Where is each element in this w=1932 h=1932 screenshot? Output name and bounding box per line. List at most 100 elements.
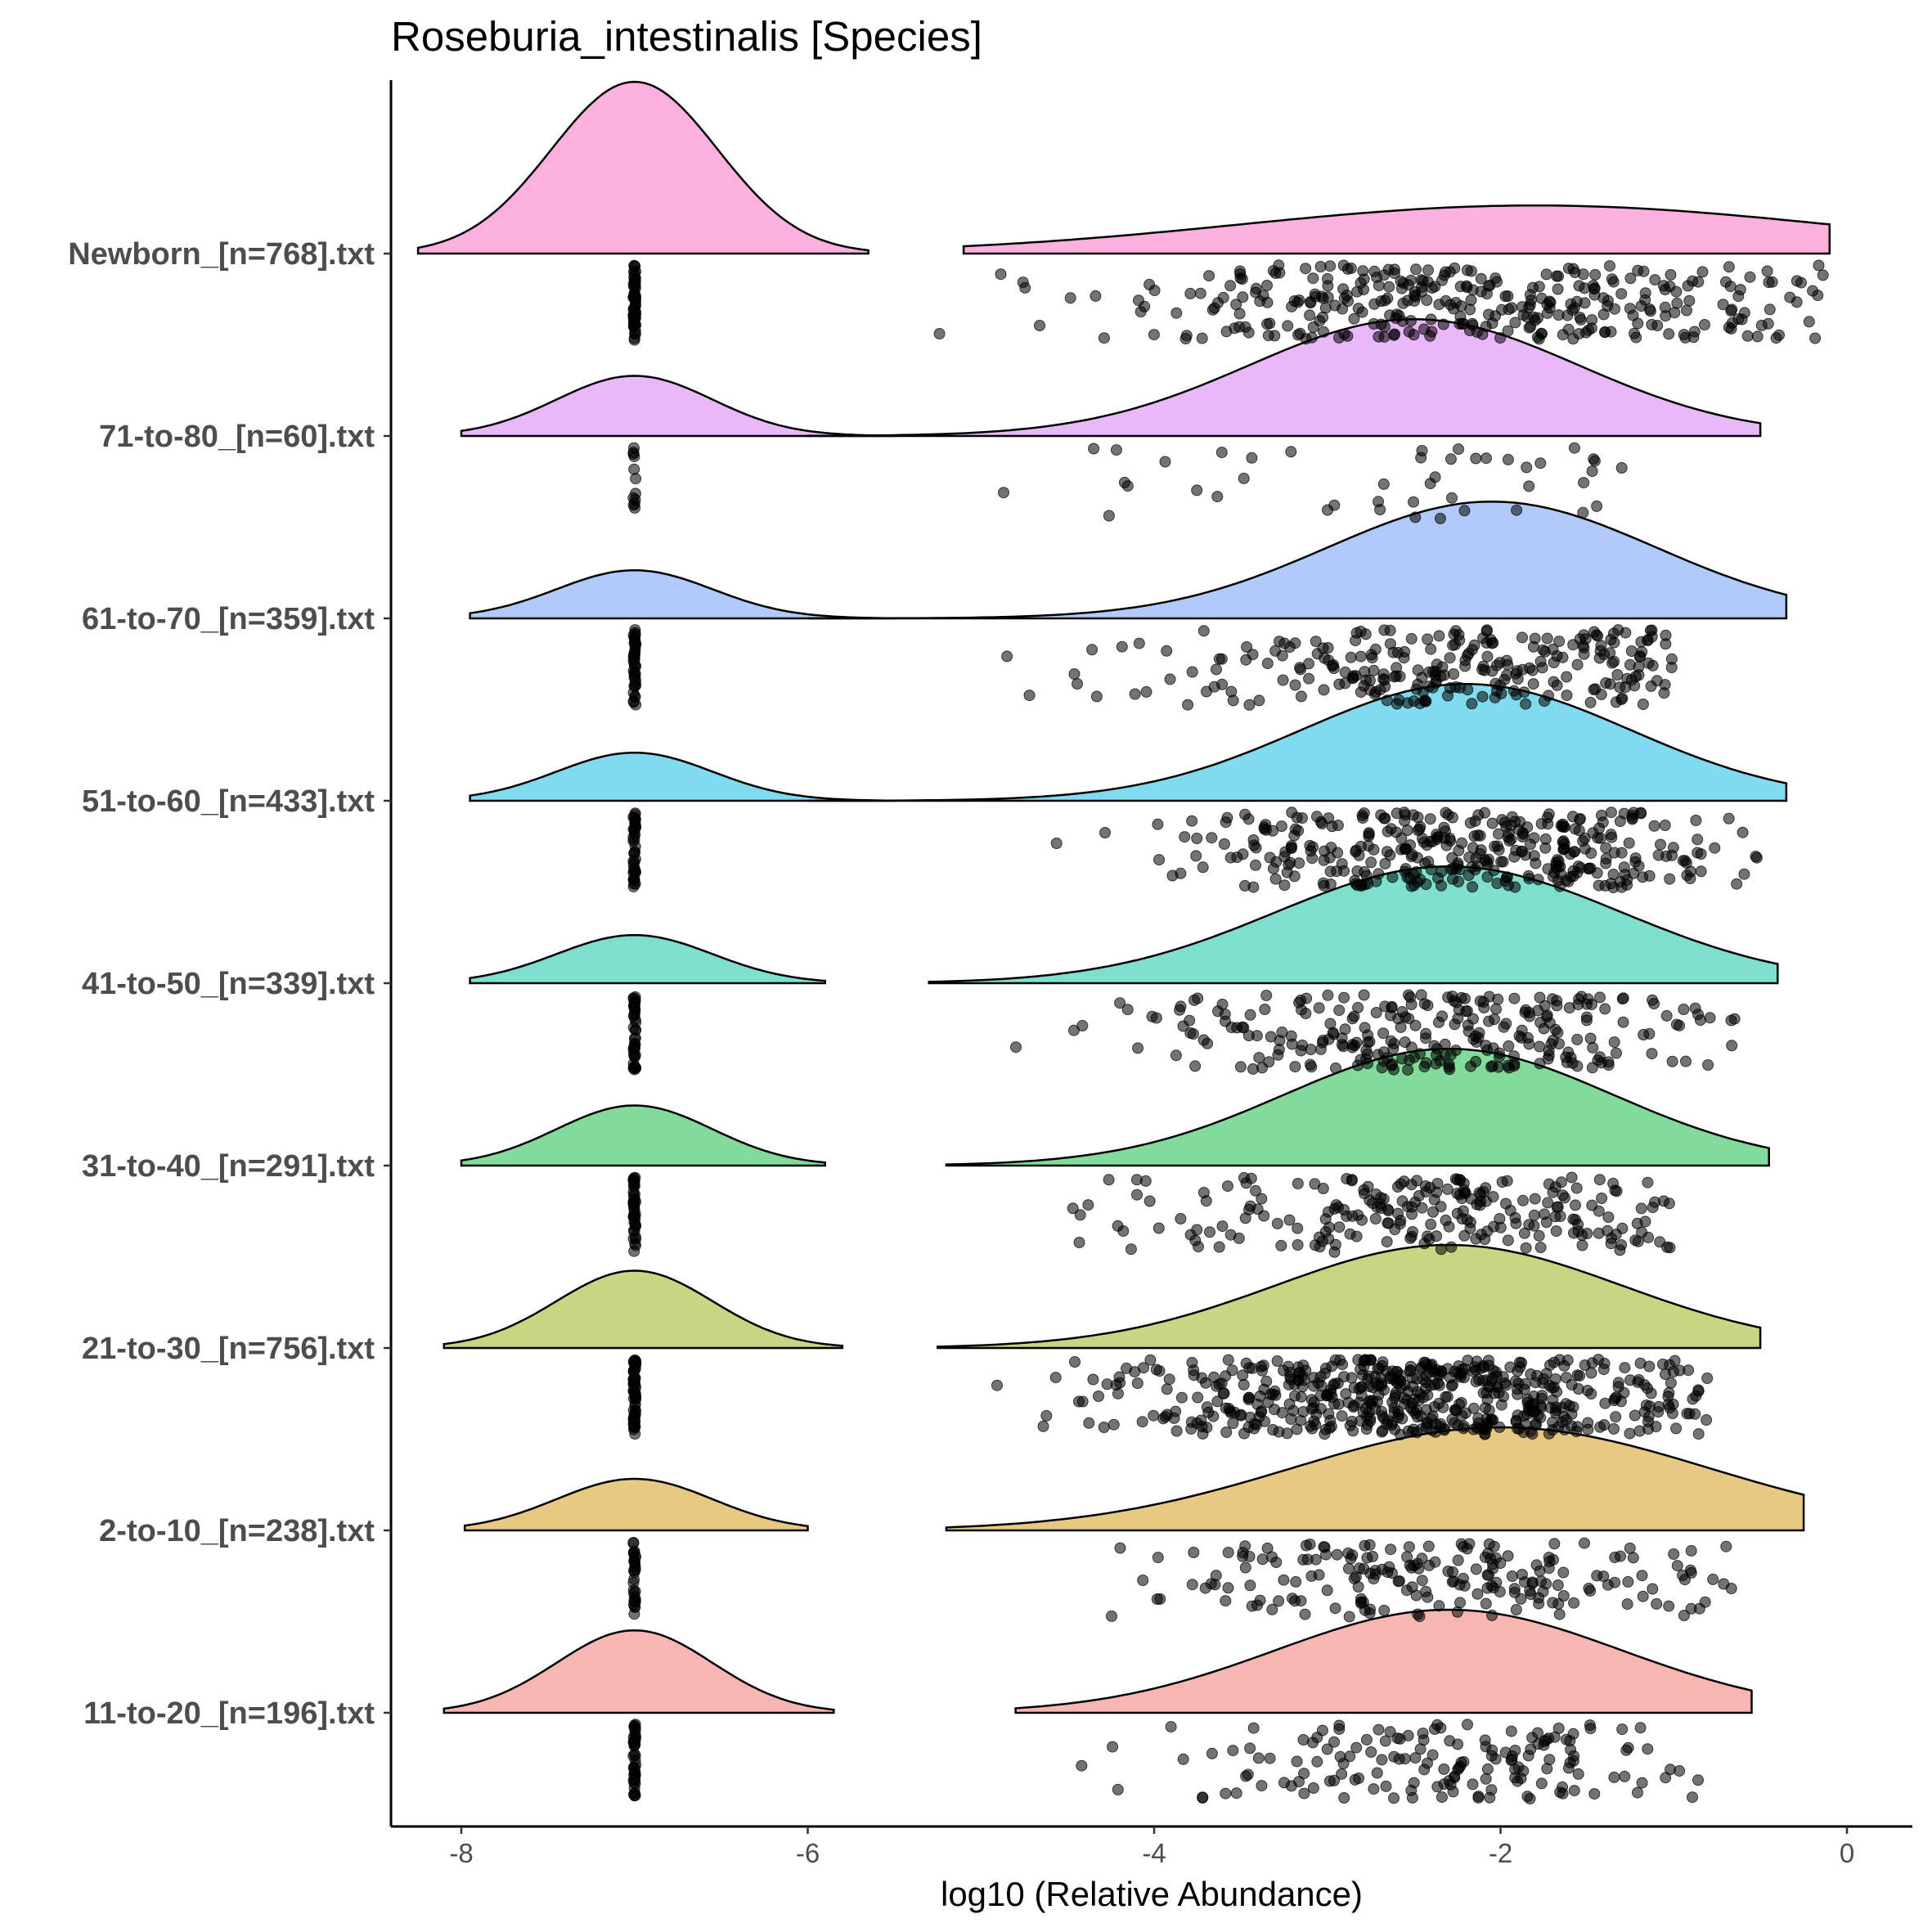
data-point <box>1068 668 1081 680</box>
data-point <box>1186 1579 1198 1591</box>
data-point <box>1726 1040 1738 1052</box>
data-point <box>1417 833 1428 845</box>
data-point <box>1646 1048 1658 1060</box>
data-point <box>1357 1406 1369 1418</box>
data-point <box>1515 1772 1527 1785</box>
data-point <box>1420 1421 1432 1433</box>
data-point <box>1412 811 1424 824</box>
x-tick-label: -4 <box>1142 1838 1166 1868</box>
data-point <box>1516 631 1528 644</box>
data-point <box>1486 665 1498 677</box>
data-point <box>1678 1610 1690 1621</box>
data-point <box>1576 1239 1588 1251</box>
data-point <box>1132 1042 1144 1054</box>
data-point <box>1393 1575 1405 1587</box>
data-point <box>1509 881 1521 893</box>
data-point <box>1356 1214 1368 1226</box>
density-positive-2-to-10 <box>945 1426 1805 1532</box>
x-tick-label: -6 <box>796 1838 820 1868</box>
data-point <box>1336 1039 1348 1051</box>
data-point <box>1467 881 1479 893</box>
data-point <box>1750 851 1763 864</box>
data-point <box>1487 1414 1499 1426</box>
data-point <box>1790 275 1803 287</box>
data-point <box>1663 1197 1675 1210</box>
data-point <box>1151 1593 1163 1605</box>
data-point <box>1388 671 1400 683</box>
data-point <box>1486 817 1498 829</box>
data-point <box>1647 1202 1659 1214</box>
data-point <box>1201 1422 1213 1434</box>
data-point <box>1350 1570 1362 1583</box>
data-point <box>1399 1036 1411 1049</box>
data-point <box>1396 1195 1409 1207</box>
data-point <box>1517 1194 1529 1206</box>
data-point <box>1647 1583 1659 1595</box>
data-point <box>1486 637 1498 649</box>
data-point <box>1551 679 1563 691</box>
data-point <box>1629 1409 1641 1422</box>
data-point <box>1298 1768 1310 1780</box>
data-point <box>1153 1365 1166 1377</box>
data-point <box>1678 1004 1690 1015</box>
data-point <box>1338 1792 1350 1804</box>
data-point <box>1432 872 1445 884</box>
data-point <box>1498 1377 1511 1389</box>
data-point <box>1422 264 1434 276</box>
data-point <box>1448 628 1460 640</box>
data-point <box>1489 840 1501 852</box>
data-point <box>1502 453 1514 465</box>
data-point <box>1131 1377 1143 1390</box>
data-point <box>991 1379 1003 1391</box>
data-point <box>1602 1579 1614 1591</box>
data-point <box>1278 1777 1290 1789</box>
data-point <box>1439 1038 1451 1050</box>
data-point <box>1087 1373 1099 1386</box>
data-point <box>1405 274 1417 286</box>
data-point <box>1636 1777 1648 1789</box>
data-point <box>1429 1556 1441 1568</box>
data-point <box>629 994 641 1006</box>
data-point <box>1083 1417 1095 1429</box>
data-point <box>1459 654 1471 667</box>
data-point <box>1190 850 1202 862</box>
data-point <box>1639 1215 1651 1228</box>
data-point <box>1533 1597 1545 1610</box>
data-point <box>1557 651 1569 663</box>
data-point <box>1332 847 1344 859</box>
data-point <box>1416 672 1428 684</box>
data-point <box>1445 1049 1457 1061</box>
data-point <box>1245 1172 1257 1184</box>
data-point <box>1516 1569 1528 1580</box>
data-point <box>1511 665 1523 677</box>
data-point <box>1289 823 1301 835</box>
data-point <box>1360 1053 1373 1065</box>
data-point <box>1355 1381 1368 1393</box>
data-point <box>1375 295 1387 308</box>
data-point <box>1520 698 1532 710</box>
data-point <box>1671 1560 1683 1572</box>
data-point <box>1571 1369 1584 1382</box>
data-point <box>1220 816 1232 829</box>
data-point <box>1387 646 1400 658</box>
data-point <box>1224 1229 1237 1241</box>
data-point <box>1346 1210 1359 1222</box>
data-point <box>1444 266 1456 278</box>
data-point <box>1422 1757 1433 1769</box>
data-point <box>1553 1038 1565 1050</box>
data-point <box>1617 992 1629 1004</box>
data-point <box>1203 270 1215 282</box>
data-point <box>1311 1755 1323 1768</box>
data-point <box>1374 504 1386 515</box>
data-point <box>1554 1211 1566 1222</box>
data-point <box>1248 1418 1260 1430</box>
data-point <box>1642 1382 1653 1395</box>
x-axis-title: log10 (Relative Abundance) <box>941 1875 1363 1913</box>
data-point <box>1584 1719 1596 1732</box>
data-point <box>1356 809 1368 821</box>
data-point <box>1189 1234 1202 1247</box>
data-point <box>1322 504 1333 516</box>
data-point <box>1549 1023 1561 1036</box>
data-point <box>1179 831 1191 843</box>
data-point <box>1168 1412 1180 1424</box>
